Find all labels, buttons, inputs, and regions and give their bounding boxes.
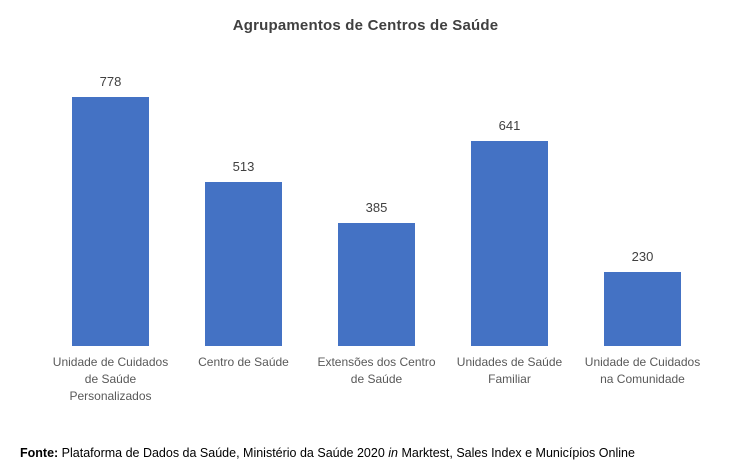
category-label: Extensões dos Centro de Saúde xyxy=(317,355,436,386)
bar-value-label: 230 xyxy=(631,249,654,264)
chart-title: Agrupamentos de Centros de Saúde xyxy=(232,17,499,34)
category-label: Unidade de Cuidados de Saúde Personaliza… xyxy=(52,355,169,403)
category-label: Unidades de Saúde Familiar xyxy=(456,355,563,386)
footer-text-2: Marktest, Sales Index e Municípios Onlin… xyxy=(398,446,635,460)
bar xyxy=(471,141,548,346)
bar xyxy=(205,182,282,346)
category-axis: Unidade de Cuidados de Saúde Personaliza… xyxy=(44,354,709,405)
footer-source-label: Fonte: xyxy=(20,446,59,460)
bar-group: 778 xyxy=(44,74,177,346)
bar xyxy=(72,97,149,346)
bar-value-label: 778 xyxy=(99,74,122,89)
bar xyxy=(338,223,415,346)
category-label: Unidade de Cuidados na Comunidade xyxy=(584,355,701,386)
bar-value-label: 641 xyxy=(498,118,521,133)
category-label: Centro de Saúde xyxy=(198,355,289,369)
bar xyxy=(604,272,681,346)
bar-value-label: 385 xyxy=(365,200,388,215)
bar-chart-plot-area: 778 513 385 641 230 xyxy=(44,56,709,346)
bar-group: 385 xyxy=(310,200,443,346)
source-footer: Fonte: Plataforma de Dados da Saúde, Min… xyxy=(20,446,635,460)
bar-group: 641 xyxy=(443,118,576,346)
bar-value-label: 513 xyxy=(232,159,255,174)
bar-group: 230 xyxy=(576,249,709,346)
footer-text-1: Plataforma de Dados da Saúde, Ministério… xyxy=(58,446,389,460)
footer-italic-word: in xyxy=(388,446,398,460)
bar-group: 513 xyxy=(177,159,310,346)
